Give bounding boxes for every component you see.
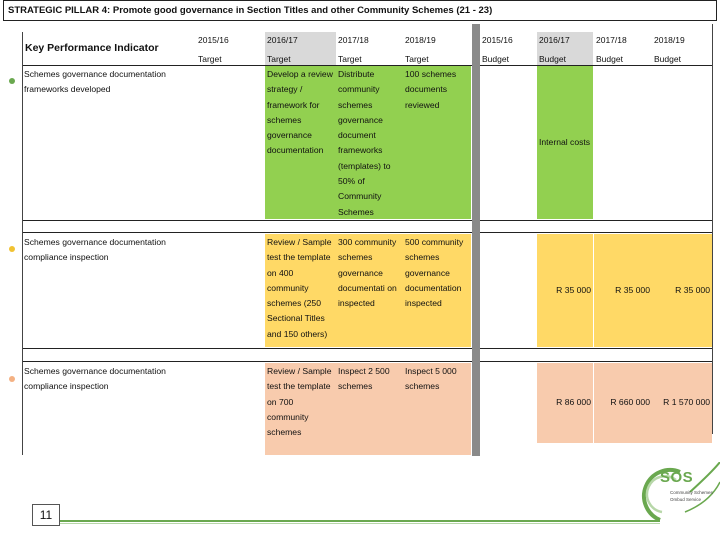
row2-budget-2016: R 35 000 [537,234,593,347]
year-header-target-2016: 2016/17 [267,35,298,45]
rule-row3-top [22,361,712,362]
footer-rule [60,520,660,522]
sos-logo-icon [642,462,720,522]
rule-row1-bottom [22,220,712,221]
rule-row2-top [22,232,712,233]
rule-row2-bottom [22,348,712,349]
subhead-target-2017: Target [338,54,362,64]
rule-right [712,24,713,434]
row3-target-2018: Inspect 5 000 schemes [403,363,471,455]
row1-kpi: Schemes governance documentation framewo… [24,69,166,95]
logo-text: SOS [660,469,694,486]
row1-budget-2016: Internal costs [537,66,593,219]
subhead-target-2018: Target [405,54,429,64]
row2-target-2017: 300 community schemes governance documen… [336,234,403,347]
subhead-budget-2016: Budget [539,54,566,64]
logo-subtitle-2: Ombud Service [670,497,702,502]
kpi-column-header: Key Performance Indicator [25,42,159,54]
pillar-title: STRATEGIC PILLAR 4: Promote good governa… [3,0,717,21]
row1-target-2017: Distribute community schemes governance … [336,66,403,219]
row1-budget-2016-text: Internal costs [539,136,591,147]
page-number: 11 [32,504,60,526]
row3-target-2016: Review / Sample test the template on 700… [265,363,336,455]
row2-budget-2016-text: R 35 000 [556,284,591,295]
subhead-budget-2018: Budget [654,54,681,64]
logo-subtitle-1: Community Schemes [670,490,713,495]
row2-budget-2018: R 35 000 [652,234,712,347]
row3-budget-2016-text: R 86 000 [556,397,591,408]
rule-left [22,32,23,455]
row2-target-2016: Review / Sample test the template on 400… [265,234,336,347]
year-header-budget-2017: 2017/18 [596,35,627,45]
target-budget-separator [472,24,480,456]
header-bg-budget-2016 [537,32,593,65]
row3-bullet [9,376,15,382]
year-header-target-2015: 2015/16 [198,35,229,45]
year-header-budget-2015: 2015/16 [482,35,513,45]
year-header-budget-2016: 2016/17 [539,35,570,45]
year-header-target-2018: 2018/19 [405,35,436,45]
subhead-target-2016: Target [267,54,291,64]
year-header-target-2017: 2017/18 [338,35,369,45]
row3-target-2017: Inspect 2 500 schemes [336,363,403,455]
year-header-budget-2018: 2018/19 [654,35,685,45]
row3-budget-2018-text: R 1 570 000 [663,397,710,408]
row3-budget-2017: R 660 000 [594,363,652,443]
row3-budget-2016: R 86 000 [537,363,593,443]
row3-budget-2018: R 1 570 000 [652,363,712,443]
row2-budget-2018-text: R 35 000 [675,284,710,295]
row2-kpi: Schemes governance documentation complia… [24,237,166,263]
row1-bullet [9,78,15,84]
row3-kpi: Schemes governance documentation complia… [24,366,166,392]
row2-budget-2017: R 35 000 [594,234,652,347]
row2-target-2018: 500 community schemes governance documen… [403,234,471,347]
subhead-target-2015: Target [198,54,222,64]
rule-header-bottom [22,65,712,66]
footer-rule-light [60,523,660,524]
header-bg-target-2016 [265,32,336,65]
row1-target-2016: Develop a review strategy / framework fo… [265,66,336,219]
subhead-budget-2017: Budget [596,54,623,64]
row1-target-2018: 100 schemes documents reviewed [403,66,471,219]
row2-bullet [9,246,15,252]
subhead-budget-2015: Budget [482,54,509,64]
row3-budget-2017-text: R 660 000 [610,397,650,408]
row2-budget-2017-text: R 35 000 [615,284,650,295]
